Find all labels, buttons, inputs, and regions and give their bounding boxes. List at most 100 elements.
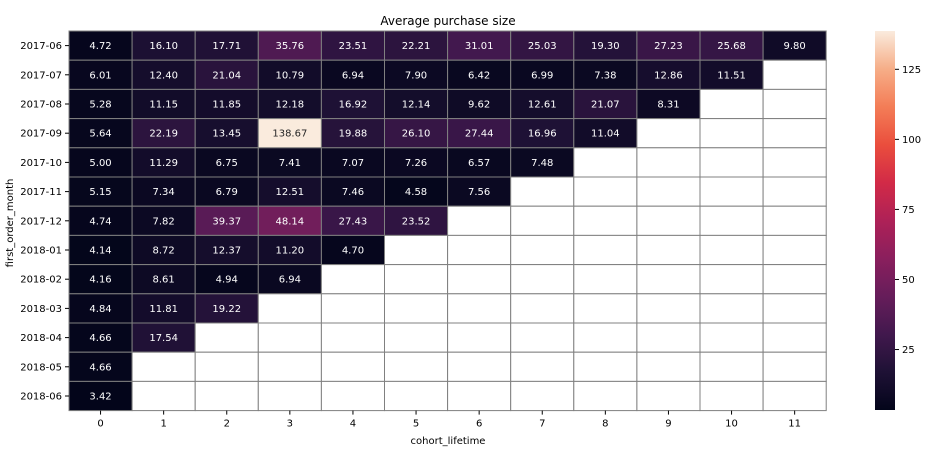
x-tick-label: 9 <box>665 419 671 430</box>
cell-value-label: 8.72 <box>153 246 175 257</box>
x-tick-label: 3 <box>287 419 293 430</box>
heatmap-cell <box>320 234 385 266</box>
cell-value-label: 22.21 <box>402 41 431 52</box>
heatmap-empty-cell <box>573 322 638 353</box>
heatmap-cell <box>194 293 259 324</box>
heatmap-cell <box>194 118 259 149</box>
cell-value-label: 17.54 <box>149 333 178 344</box>
cell-value-label: 12.61 <box>528 100 557 111</box>
heatmap-empty-cell <box>510 351 575 382</box>
y-tick-label: 2017-11 <box>20 187 62 198</box>
heatmap-cell <box>573 118 638 149</box>
cell-value-label: 138.67 <box>272 129 307 140</box>
heatmap-empty-cell <box>762 351 827 382</box>
heatmap-empty-cell <box>762 118 827 149</box>
cell-value-label: 4.72 <box>89 41 111 52</box>
heatmap-cell <box>68 380 133 412</box>
heatmap-empty-cell <box>699 380 764 412</box>
cell-value-label: 39.37 <box>212 216 241 227</box>
heatmap-cell <box>320 88 385 120</box>
y-tick-label: 2017-10 <box>20 158 62 169</box>
heatmap-empty-cell <box>320 322 385 353</box>
cell-value-label: 5.28 <box>89 100 111 111</box>
heatmap-empty-cell <box>762 147 827 178</box>
y-tick-label: 2018-04 <box>20 333 62 344</box>
heatmap-cell <box>447 59 512 90</box>
cell-value-label: 9.80 <box>784 41 806 52</box>
heatmap-empty-cell <box>699 293 764 324</box>
heatmap-empty-cell <box>510 234 575 266</box>
cell-value-label: 5.15 <box>89 187 111 198</box>
cell-value-label: 11.81 <box>149 304 178 315</box>
cell-value-label: 6.94 <box>342 70 364 81</box>
heatmap-empty-cell <box>384 351 449 382</box>
x-tick-label: 7 <box>539 419 545 430</box>
cell-value-label: 6.94 <box>279 275 301 286</box>
cell-value-label: 35.76 <box>276 41 305 52</box>
heatmap-empty-cell <box>573 293 638 324</box>
cell-value-label: 7.07 <box>342 158 364 169</box>
heatmap-empty-cell <box>762 322 827 353</box>
cell-value-label: 8.61 <box>153 275 175 286</box>
y-tick-label: 2018-05 <box>20 362 62 373</box>
heatmap-empty-cell <box>699 147 764 178</box>
heatmap-cell <box>194 176 259 207</box>
y-axis-ticks: 2017-06 2017-07 2017-08 2017-09 2017-10 2017-… <box>20 41 69 403</box>
cell-value-label: 6.42 <box>468 70 490 81</box>
heatmap-empty-cell <box>636 118 701 149</box>
x-tick-label: 10 <box>725 419 738 430</box>
cell-value-label: 19.88 <box>339 129 368 140</box>
y-tick-label: 2018-02 <box>20 275 62 286</box>
heatmap-cell <box>131 322 196 353</box>
chart-title: Average purchase size <box>380 14 515 28</box>
heatmap-empty-cell <box>573 380 638 412</box>
heatmap-empty-cell <box>573 234 638 266</box>
cell-value-label: 11.04 <box>591 129 620 140</box>
heatmap-cell <box>320 147 385 178</box>
heatmap-empty-cell <box>447 293 512 324</box>
cell-value-label: 48.14 <box>276 216 305 227</box>
heatmap-empty-cell <box>636 147 701 178</box>
heatmap-empty-cell <box>447 205 512 236</box>
cell-value-label: 6.01 <box>89 70 111 81</box>
x-tick-label: 6 <box>476 419 482 430</box>
cell-value-label: 11.15 <box>149 100 178 111</box>
cell-value-label: 9.62 <box>468 100 490 111</box>
heatmap-empty-cell <box>762 380 827 412</box>
cell-value-label: 4.16 <box>89 275 111 286</box>
cell-value-label: 27.44 <box>465 129 494 140</box>
heatmap-empty-cell <box>573 147 638 178</box>
heatmap-empty-cell <box>384 264 449 295</box>
cell-value-label: 3.42 <box>89 392 111 403</box>
heatmap-cell <box>384 147 449 178</box>
heatmap-cell <box>636 30 701 61</box>
heatmap-cell <box>68 293 133 324</box>
colorbar-tick-label: 100 <box>902 135 921 146</box>
cell-value-label: 11.51 <box>717 70 746 81</box>
heatmap-cell <box>131 264 196 295</box>
cell-value-label: 12.51 <box>276 187 305 198</box>
heatmap-cell <box>257 234 322 266</box>
heatmap-empty-cell <box>699 234 764 266</box>
heatmap-empty-cell <box>762 234 827 266</box>
cell-value-label: 5.64 <box>89 129 111 140</box>
heatmap-cell <box>257 88 322 120</box>
heatmap-cell <box>257 205 322 236</box>
heatmap-cell <box>699 59 764 90</box>
y-tick-label: 2017-09 <box>20 129 62 140</box>
heatmap-empty-cell <box>636 234 701 266</box>
heatmap-cell <box>636 59 701 90</box>
heatmap-empty-cell <box>447 264 512 295</box>
cell-value-label: 4.58 <box>405 187 427 198</box>
heatmap-cells: 4.72 16.10 17.71 35.76 23.51 22.21 31.01 25.03 1… <box>68 30 827 412</box>
heatmap-cell <box>257 176 322 207</box>
heatmap-cell <box>194 234 259 266</box>
x-tick-label: 2 <box>224 419 230 430</box>
heatmap-empty-cell <box>384 234 449 266</box>
heatmap-empty-cell <box>636 322 701 353</box>
x-axis-label: cohort_lifetime <box>411 436 486 447</box>
heatmap-empty-cell <box>636 264 701 295</box>
heatmap-cell <box>68 176 133 207</box>
cell-value-label: 6.57 <box>468 158 490 169</box>
y-tick-label: 2017-06 <box>20 41 62 52</box>
